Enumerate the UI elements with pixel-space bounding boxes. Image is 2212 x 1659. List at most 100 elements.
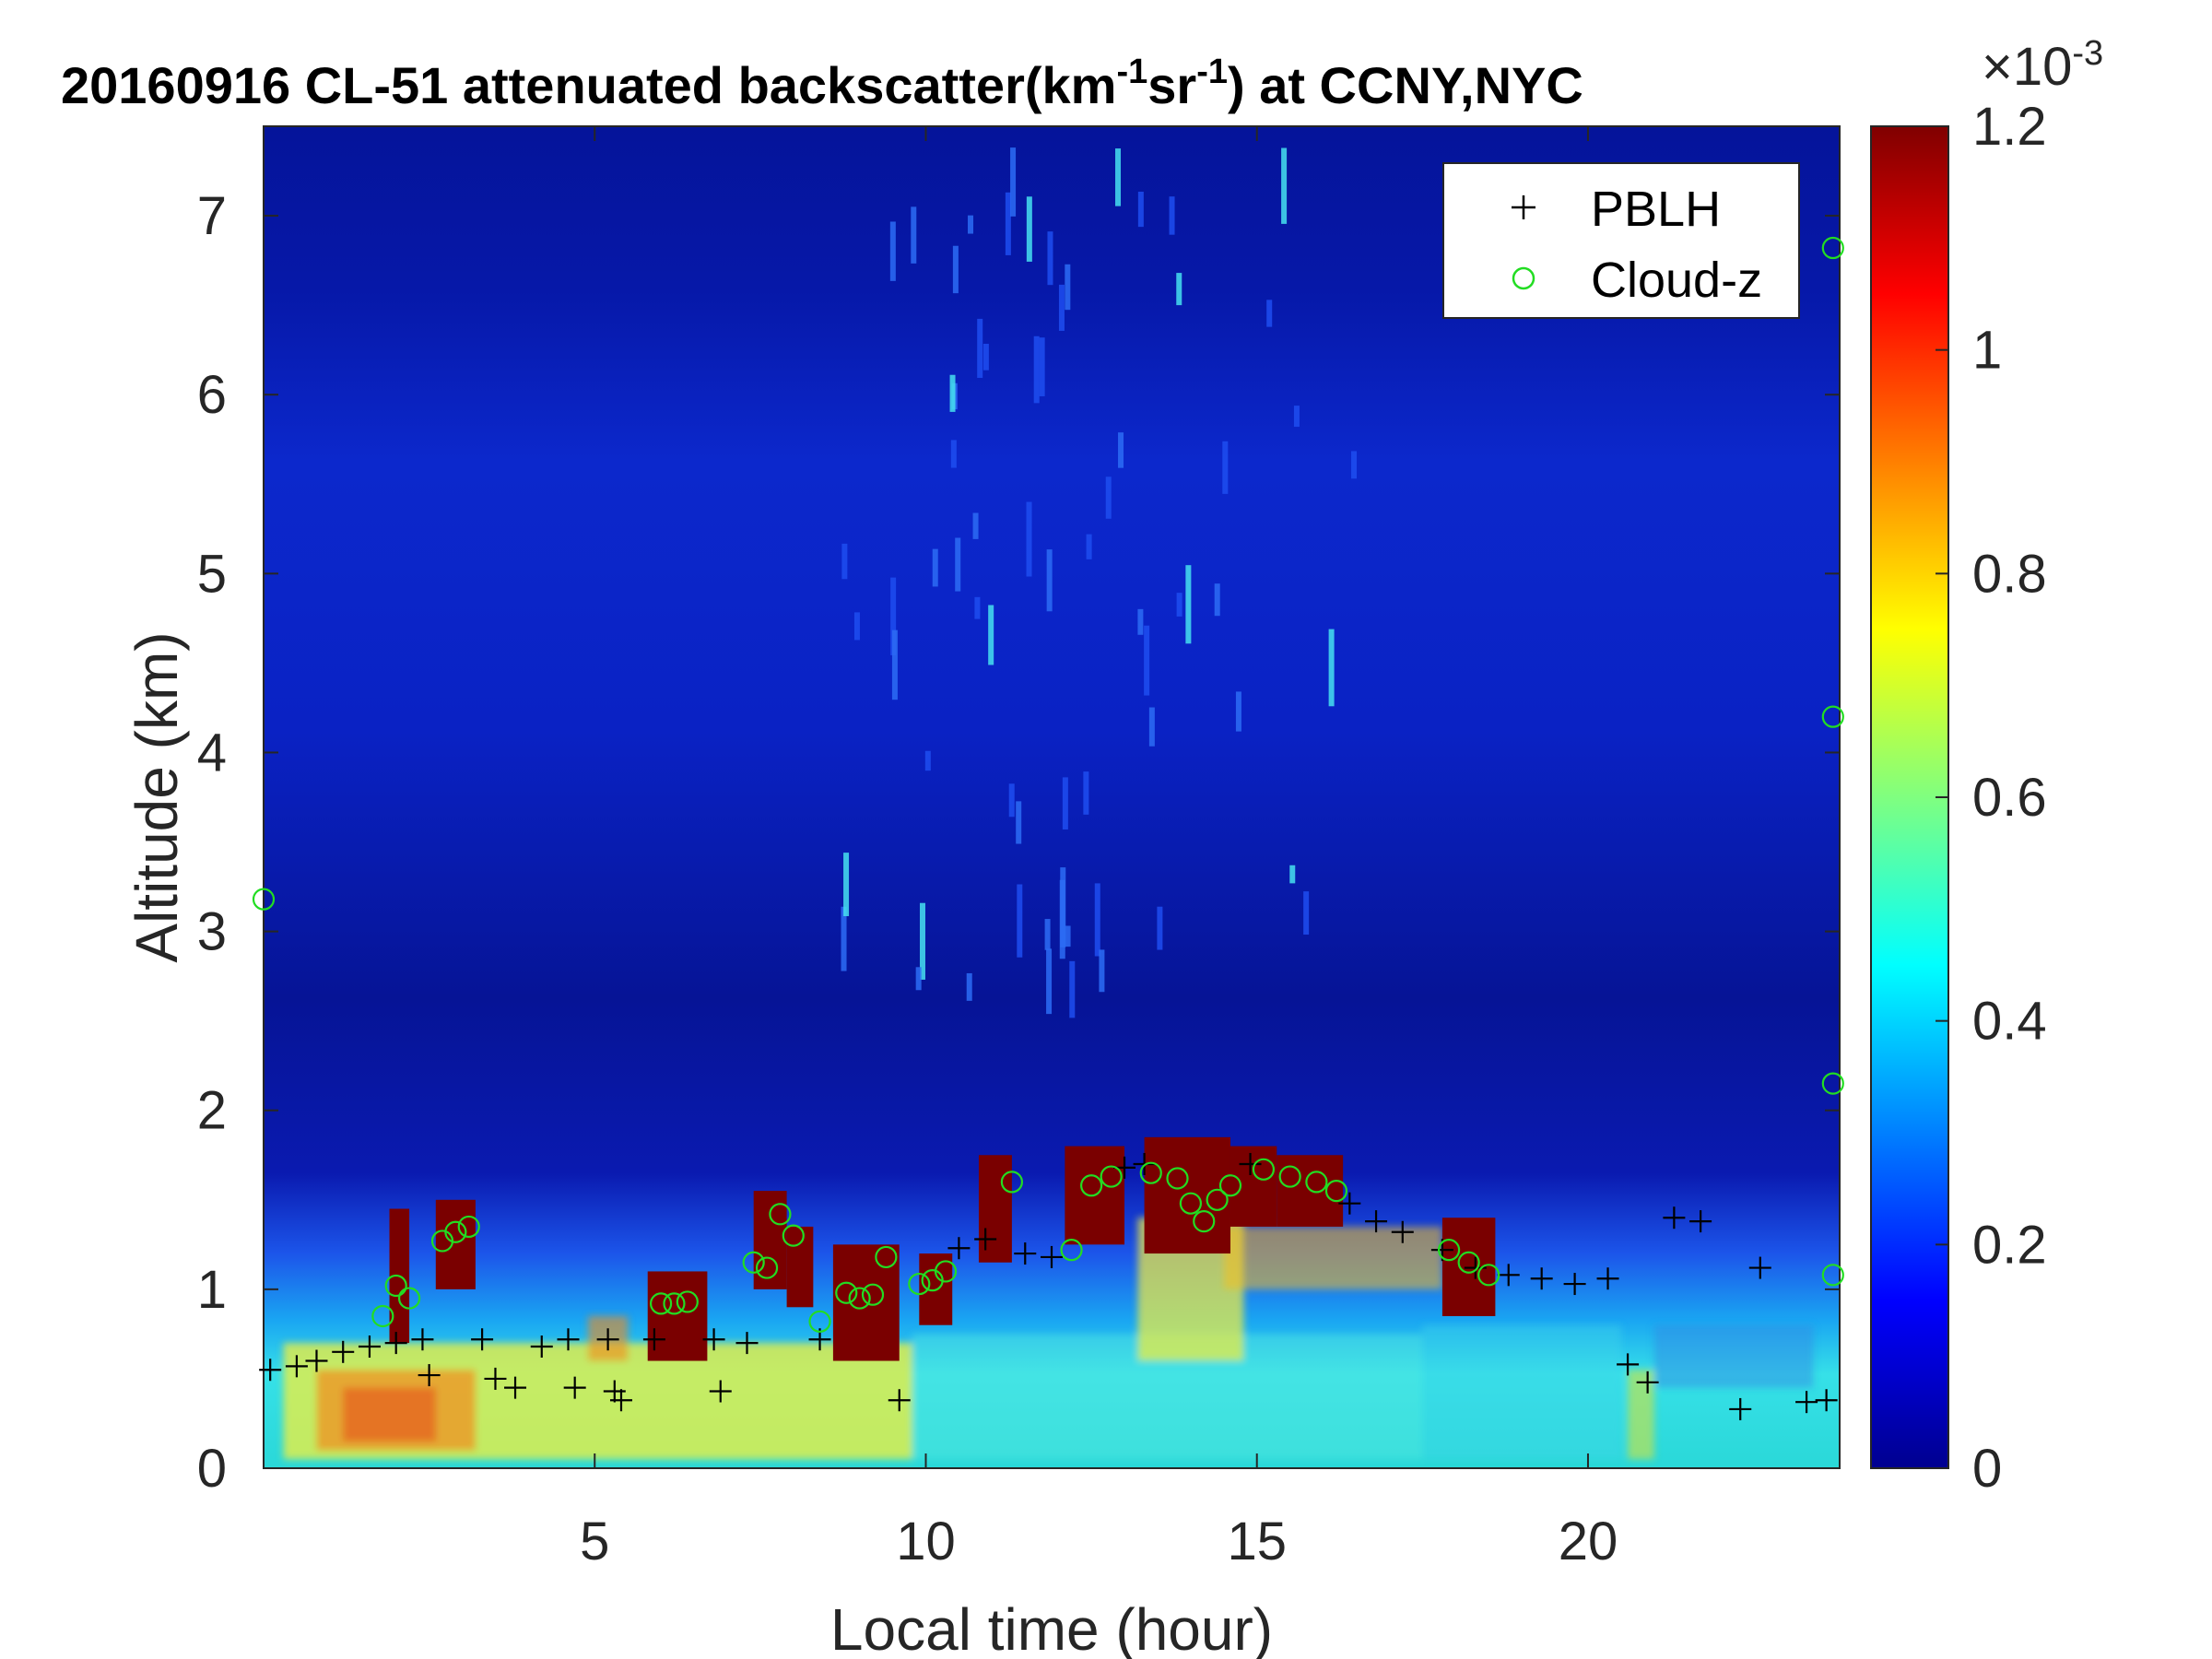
- cloud-z-marker: [1060, 1239, 1083, 1262]
- pblh-marker: [1014, 1242, 1037, 1265]
- cloud-z-marker: [1000, 1171, 1023, 1194]
- streak: [841, 906, 847, 971]
- colorbar-tick-label: 0: [1972, 1439, 2002, 1499]
- cloud-z-marker: [908, 1272, 931, 1296]
- streak: [1303, 891, 1310, 935]
- cloud-z-marker: [848, 1287, 871, 1310]
- pblh-marker: [557, 1328, 580, 1351]
- colorbar-exponent-base: ×10: [1982, 37, 2072, 97]
- cloud-z-marker: [1179, 1192, 1202, 1215]
- streak: [1115, 148, 1122, 206]
- streak: [1266, 300, 1273, 327]
- streak: [1059, 879, 1065, 959]
- streak: [974, 596, 981, 619]
- y-tick-label: 3: [197, 902, 227, 962]
- streak: [841, 543, 848, 580]
- streak: [982, 343, 989, 371]
- pblh-marker: [1729, 1397, 1752, 1420]
- pblh-marker: [1530, 1267, 1553, 1290]
- cloud-z-marker: [676, 1290, 699, 1313]
- pblh-marker: [471, 1328, 494, 1351]
- colorbar-tick-label: 1.2: [1972, 97, 2047, 157]
- cloud-block: [647, 1271, 708, 1361]
- y-tick-label: 6: [197, 365, 227, 425]
- heatmap: [264, 126, 1840, 1468]
- streak: [911, 206, 917, 264]
- legend-box: [1442, 162, 1800, 319]
- pblh-marker: [1338, 1192, 1361, 1215]
- y-tick-label: 2: [197, 1081, 227, 1141]
- streak: [1099, 949, 1105, 993]
- cloud-z-marker: [1437, 1239, 1461, 1262]
- cloud-z-marker: [1193, 1209, 1216, 1233]
- streak: [1046, 549, 1053, 612]
- pblh-marker: [504, 1376, 527, 1399]
- cloud-z-marker: [1278, 1165, 1301, 1188]
- streak: [1008, 783, 1015, 818]
- streak: [1039, 337, 1045, 396]
- streak: [1065, 264, 1071, 311]
- streak: [1157, 906, 1163, 950]
- streak: [1016, 801, 1022, 844]
- streak: [1044, 919, 1051, 950]
- streak: [1137, 608, 1144, 635]
- pblh-marker: [1041, 1245, 1063, 1268]
- streak: [988, 605, 994, 665]
- streak: [1222, 441, 1229, 494]
- heatmap-features: [283, 1218, 1814, 1460]
- cloud-z-marker: [371, 1304, 394, 1328]
- streak: [1026, 196, 1032, 262]
- streak: [1144, 625, 1150, 696]
- cloud-markers: [252, 236, 1844, 1333]
- colorbar-tick-label: 0.8: [1972, 544, 2047, 604]
- cloud-z-marker: [1324, 1179, 1348, 1203]
- cloud-z-marker: [384, 1274, 407, 1298]
- streak: [966, 972, 972, 1001]
- cloud-z-marker: [1252, 1158, 1276, 1181]
- cloud-z-marker: [861, 1283, 885, 1306]
- pblh-marker: [384, 1332, 407, 1355]
- streak: [1010, 147, 1017, 217]
- cloud-z-marker: [397, 1287, 421, 1310]
- y-tick-label: 4: [197, 723, 227, 782]
- pblh-marker: [1815, 1389, 1838, 1412]
- y-axis-label: Altitude (km): [124, 631, 190, 962]
- cloud-z-marker: [1457, 1251, 1480, 1274]
- x-tick-label: 20: [1559, 1512, 1618, 1571]
- cloud-block: [786, 1226, 814, 1308]
- streak: [1017, 884, 1023, 958]
- streak: [1169, 196, 1175, 235]
- heatmap-cell: [1422, 1324, 1621, 1460]
- cloud-z-marker: [1139, 1161, 1162, 1184]
- streak: [950, 440, 957, 468]
- cloud-z-marker: [1218, 1174, 1242, 1197]
- heatmap-cell: [1628, 1370, 1654, 1460]
- pblh-marker: [285, 1355, 308, 1378]
- pblh-marker: [1617, 1353, 1640, 1376]
- heatmap-cell: [1653, 1324, 1814, 1388]
- cloud-z-marker: [1305, 1171, 1328, 1194]
- streak: [853, 612, 860, 641]
- cloud-z-marker: [1821, 1264, 1844, 1287]
- streak: [1046, 948, 1053, 1015]
- cloud-z-marker: [444, 1220, 467, 1243]
- pblh-marker: [530, 1335, 553, 1358]
- streak: [1148, 707, 1155, 747]
- legend: PBLH Cloud-z: [1442, 162, 1800, 319]
- x-axis: 5 10 15 20: [580, 126, 1618, 1571]
- pblh-marker: [974, 1228, 997, 1251]
- cloud-z-marker: [742, 1251, 765, 1274]
- streak: [1281, 147, 1288, 224]
- cloud-block: [435, 1199, 476, 1289]
- streak: [1293, 406, 1300, 428]
- streak: [1069, 960, 1076, 1018]
- streak: [890, 577, 897, 655]
- cloud-z-marker: [782, 1224, 805, 1247]
- streak: [924, 750, 931, 771]
- cloud-z-marker: [1821, 705, 1844, 728]
- x-tick-label: 10: [896, 1512, 956, 1571]
- heatmap-cell: [1223, 1226, 1442, 1289]
- streak: [1289, 865, 1296, 884]
- streak: [1176, 593, 1182, 617]
